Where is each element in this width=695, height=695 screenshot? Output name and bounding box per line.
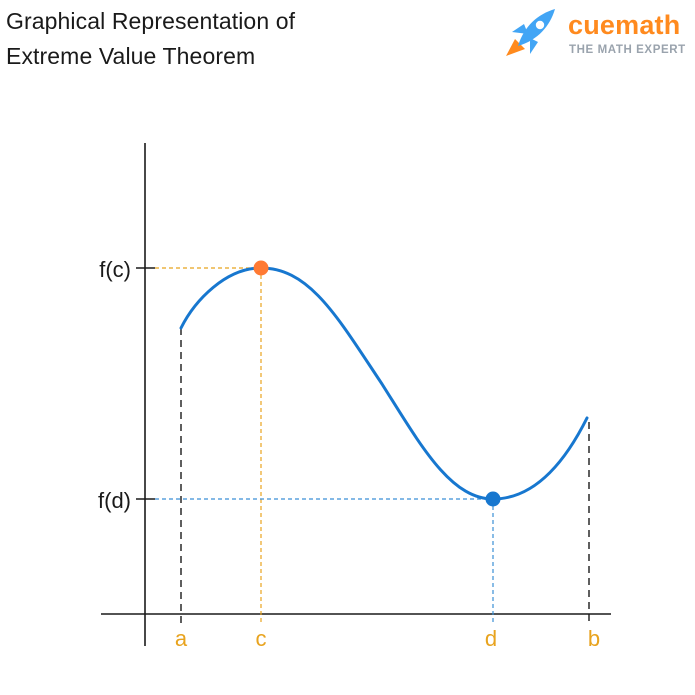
- logo-wordmark: cuemath: [568, 10, 681, 40]
- maximum-point: [253, 260, 269, 276]
- page-title: Graphical Representation of Extreme Valu…: [6, 4, 295, 74]
- label-fc: f(c): [99, 257, 131, 282]
- label-c: c: [256, 626, 267, 651]
- title-line-2: Extreme Value Theorem: [6, 43, 256, 69]
- logo-tagline: THE MATH EXPERT: [569, 44, 686, 56]
- label-d: d: [485, 626, 497, 651]
- label-b: b: [588, 626, 600, 651]
- rocket-icon: [506, 9, 555, 56]
- cuemath-logo: cuemath THE MATH EXPERT: [500, 4, 695, 64]
- label-a: a: [175, 626, 188, 651]
- function-curve: [179, 266, 589, 501]
- minimum-point: [485, 491, 501, 507]
- label-fd: f(d): [98, 488, 131, 513]
- title-line-1: Graphical Representation of: [6, 8, 296, 34]
